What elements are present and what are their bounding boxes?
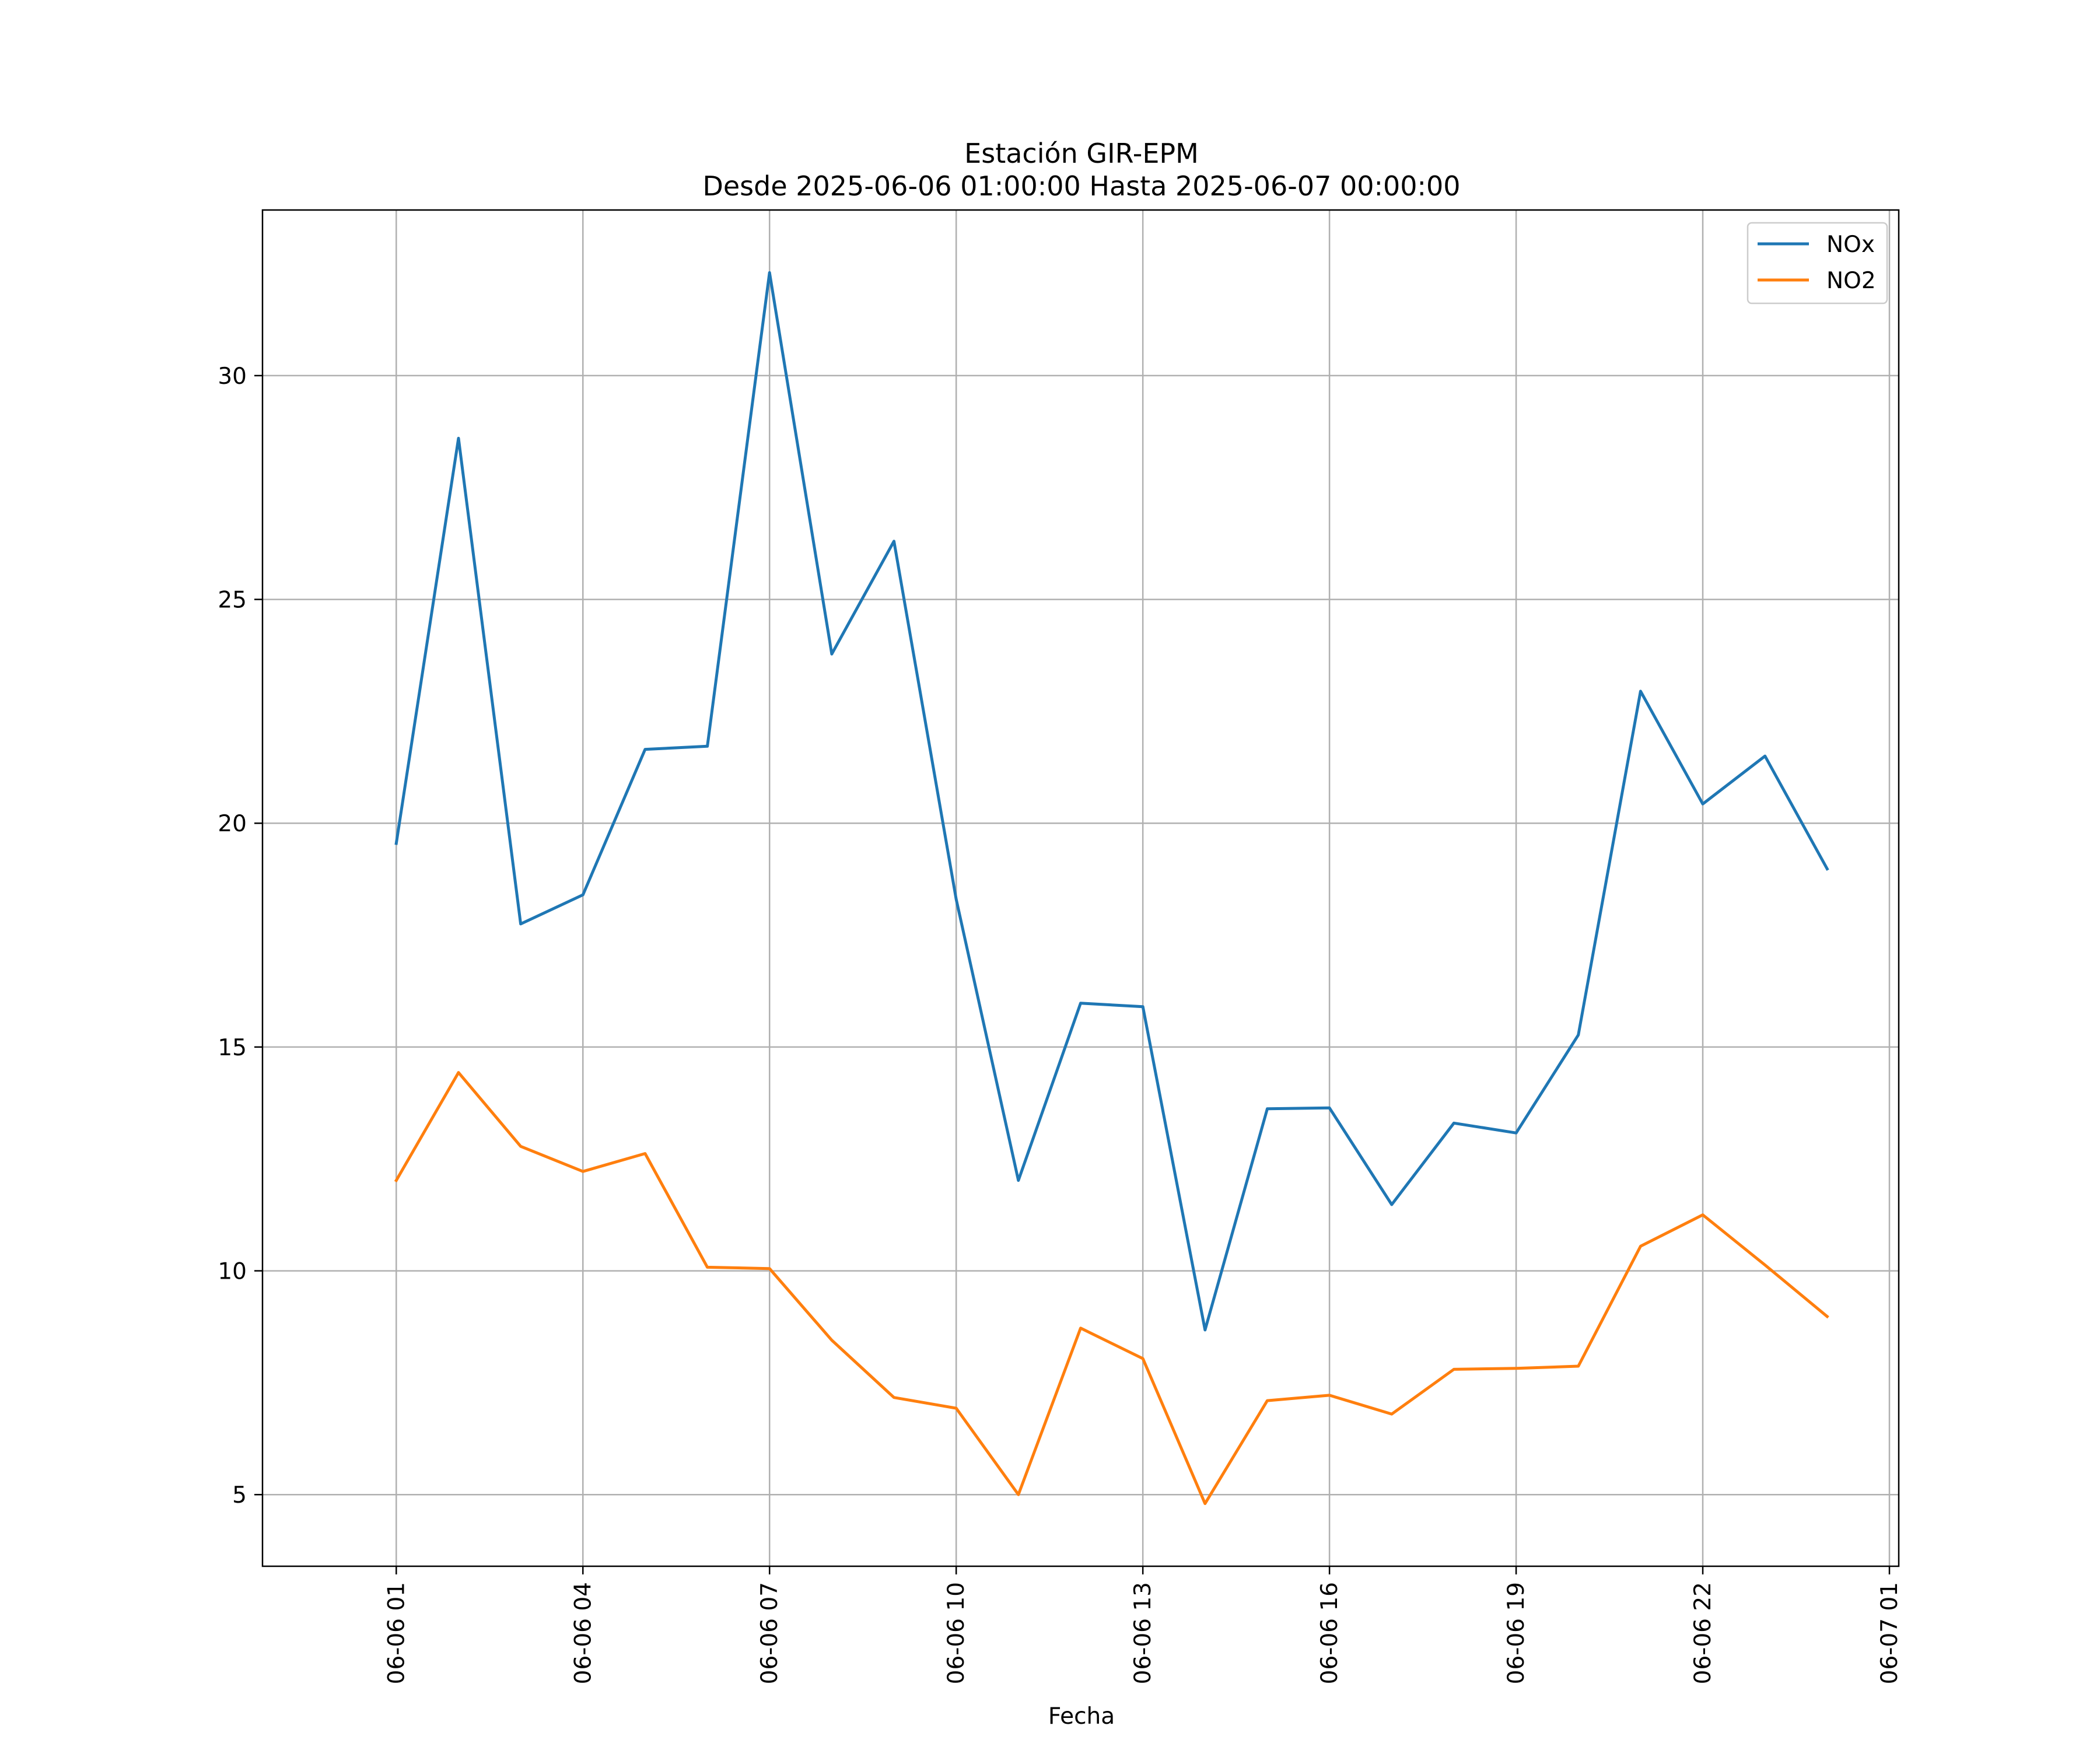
x-tick-label: 06-06 13 [1130,1582,1156,1684]
x-tick-label: 06-06 10 [943,1582,970,1684]
x-tick-label: 06-06 07 [757,1582,783,1684]
x-axis-ticks: 06-06 01 06-06 04 06-06 07 06-06 10 06-06 13… [383,1566,1903,1684]
y-axis-ticks: 5 10 15 20 25 30 [218,363,262,1508]
chart-title: Estación GIR-EPM [964,138,1199,169]
legend-label-nox: NOx [1826,232,1875,258]
x-tick-label: 06-06 19 [1503,1582,1530,1684]
series-lines [394,271,1829,1506]
series-line-nox [394,271,1829,1332]
x-tick-label: 06-06 22 [1690,1582,1716,1684]
y-tick-label: 25 [218,587,247,614]
y-tick-label: 20 [218,811,247,837]
y-tick-label: 5 [232,1482,247,1508]
series-line-no2 [394,1071,1829,1506]
legend-label-no2: NO2 [1826,268,1876,294]
x-axis-label: Fecha [1048,1703,1115,1730]
x-tick-label: 06-06 04 [570,1582,596,1684]
y-tick-label: 30 [218,363,247,390]
grid [262,210,1899,1566]
chart-subtitle: Desde 2025-06-06 01:00:00 Hasta 2025-06-… [702,170,1460,202]
y-tick-label: 10 [218,1259,247,1285]
x-tick-label: 06-07 01 [1877,1582,1903,1684]
y-tick-label: 15 [218,1035,247,1061]
x-tick-label: 06-06 01 [383,1582,410,1684]
x-tick-label: 06-06 16 [1317,1582,1343,1684]
plot-frame [261,209,1900,1567]
legend: NOx NO2 [1746,222,1888,304]
